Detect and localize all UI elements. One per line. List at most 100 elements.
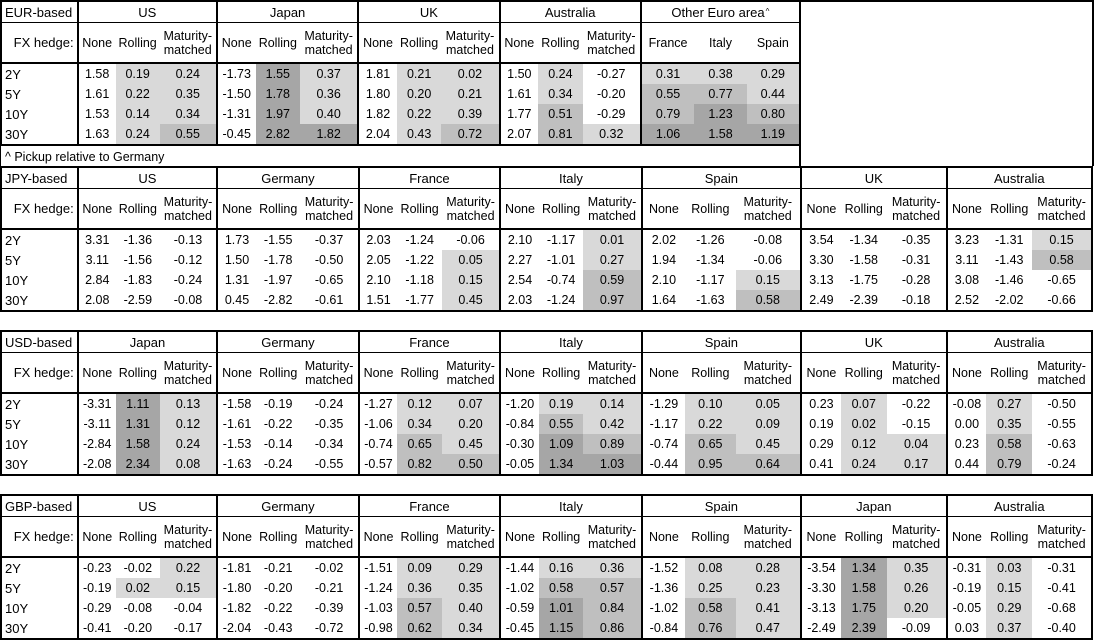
column-header: Maturity-matched (445, 28, 495, 57)
value-cell: 0.55 (641, 84, 695, 104)
value-cell: 0.03 (947, 618, 987, 638)
value-cell: 0.41 (735, 598, 801, 618)
value-cell: 0.09 (735, 414, 801, 434)
value-cell: 1.34 (538, 454, 584, 474)
column-header: None (222, 201, 252, 216)
column-header: Rolling (259, 201, 298, 216)
value-cell: -0.59 (501, 598, 539, 618)
value-cell: 0.50 (441, 454, 500, 474)
fx-hedge-label: FX hedge: (2, 189, 77, 230)
value-cell: 0.34 (397, 414, 442, 434)
table-row: 1.50 0.24 -0.27 (500, 64, 640, 84)
table-row: -1.31 1.97 0.40 (217, 104, 358, 124)
value-cell: -1.36 (642, 578, 686, 598)
value-cell: 0.82 (397, 454, 442, 474)
table-row: -0.41 -0.20 -0.17 (78, 618, 217, 638)
row-label: 2Y (5, 66, 21, 82)
table-row: 1.63 0.24 0.55 (78, 124, 216, 144)
column-headers: None Rolling Maturity-matched (359, 189, 500, 230)
value-cell: -1.01 (538, 250, 584, 270)
value-cell: -0.50 (1032, 394, 1091, 414)
group-australia: Australia None Rolling Maturity-matched -0.3… (945, 496, 1092, 638)
table-row: 1.53 0.14 0.34 (78, 104, 216, 124)
value-cell: -0.29 (78, 598, 116, 618)
value-cell: 2.08 (78, 290, 116, 310)
value-cell: -0.31 (947, 558, 987, 578)
value-cell: 0.51 (538, 104, 583, 124)
table-title: JPY-based (2, 168, 77, 189)
value-cell: 3.23 (947, 230, 987, 250)
value-cell: 1.53 (78, 104, 116, 124)
group-header: Spain (642, 332, 801, 353)
value-cell: 0.95 (685, 454, 736, 474)
value-cell: 1.01 (538, 598, 584, 618)
value-cell: 0.72 (441, 124, 499, 144)
table-row: 0.44 0.79 -0.24 (947, 454, 1091, 474)
row-label: 10Y (5, 272, 29, 288)
column-header: Rolling (844, 529, 883, 544)
value-cell: 0.23 (947, 434, 987, 454)
value-cell: 0.14 (115, 104, 160, 124)
value-cell: 0.05 (441, 250, 500, 270)
group-header: US (78, 2, 216, 23)
column-header: Rolling (400, 35, 439, 50)
table-row: 2.08 -2.59 -0.08 (78, 290, 217, 310)
value-cell: 0.45 (218, 290, 256, 310)
value-cell: 0.24 (840, 454, 887, 474)
value-cell: -0.74 (538, 270, 584, 290)
value-cell: 0.29 (802, 434, 841, 454)
value-cell: 0.15 (159, 578, 217, 598)
value-cell: -1.44 (501, 558, 539, 578)
value-cell: 0.80 (746, 104, 799, 124)
value-cell: -1.50 (217, 84, 256, 104)
row-label: 30Y (5, 292, 29, 308)
group-header: France (359, 168, 500, 189)
table-row: 1.77 0.51 -0.29 (500, 104, 640, 124)
value-cell: -1.36 (115, 230, 160, 250)
value-cell: -1.17 (538, 230, 584, 250)
group-header: UK (802, 168, 946, 189)
value-cell: 0.44 (746, 84, 799, 104)
value-cell: 0.34 (159, 104, 216, 124)
table-row: 1.50 -1.78 -0.50 (218, 250, 358, 270)
table-row: -1.27 0.12 0.07 (359, 394, 500, 414)
table-row: -0.74 0.65 0.45 (642, 434, 801, 454)
column-header: Maturity-matched (163, 522, 213, 551)
table-row: 2.27 -1.01 0.27 (501, 250, 641, 270)
row-label: 10Y (5, 106, 29, 122)
table-row: -3.11 1.31 0.12 (78, 414, 217, 434)
value-cell: 0.28 (735, 558, 801, 578)
row-label: 5Y (5, 252, 21, 268)
table-row: -1.29 0.10 0.05 (642, 394, 801, 414)
value-cell: 0.14 (583, 394, 641, 414)
gbp-table-slot: GBP-based FX hedge: 2Y 5Y 10Y 30Y US None Rollin… (0, 494, 1094, 640)
value-cell: 0.57 (583, 578, 641, 598)
table-row: -0.29 -0.08 -0.04 (78, 598, 217, 618)
value-cell: -0.55 (300, 454, 358, 474)
value-cell: -0.35 (886, 230, 946, 250)
column-header: Rolling (691, 201, 730, 216)
value-cell: 0.42 (583, 414, 641, 434)
group-header: Australia (947, 332, 1092, 353)
column-header: Rolling (691, 365, 730, 380)
column-header: Rolling (118, 201, 157, 216)
column-header: Maturity-matched (1037, 358, 1086, 387)
group-france: France None Rolling Maturity-matched -1.51 0.… (357, 496, 500, 638)
value-cell: 3.08 (947, 270, 987, 290)
value-cell: -1.17 (642, 414, 686, 434)
eur-table-area: EUR-based FX hedge: 2Y 5Y 10Y 30Y US None Rollin… (0, 0, 801, 166)
column-header: Maturity-matched (743, 358, 793, 387)
value-cell: 2.52 (947, 290, 987, 310)
value-cell: -0.44 (642, 454, 686, 474)
value-cell: -0.02 (115, 558, 160, 578)
table-row: 3.11 -1.43 0.58 (947, 250, 1091, 270)
column-header: None (951, 201, 982, 216)
value-cell: 0.02 (115, 578, 160, 598)
value-cell: -0.50 (300, 250, 358, 270)
value-cell: 0.39 (441, 104, 499, 124)
value-cell: 3.11 (947, 250, 987, 270)
group-uk: UK None Rolling Maturity-matched 3.54 -1.34 -0… (800, 168, 946, 310)
table-row: 1.61 0.22 0.35 (78, 84, 216, 104)
value-cell: -1.24 (359, 578, 398, 598)
table-row: -1.73 1.55 0.37 (217, 64, 358, 84)
